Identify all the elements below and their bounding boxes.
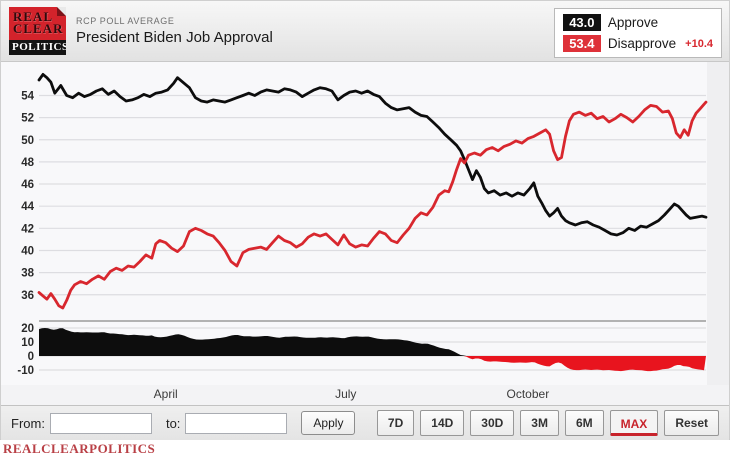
svg-text:36: 36 xyxy=(21,290,34,302)
apply-button[interactable]: Apply xyxy=(301,411,356,435)
from-date-input[interactable] xyxy=(49,412,152,434)
svg-text:46: 46 xyxy=(21,179,34,191)
footer-brand[interactable]: REALCLEARPOLITICS xyxy=(0,440,730,455)
legend-row-disapprove: 53.4 Disapprove +10.4 xyxy=(562,35,713,52)
range-button-14d[interactable]: 14D xyxy=(420,410,465,436)
svg-text:40: 40 xyxy=(21,245,34,257)
svg-text:42: 42 xyxy=(21,223,34,235)
legend-row-approve: 43.0 Approve xyxy=(562,14,713,31)
svg-text:0: 0 xyxy=(28,351,34,363)
svg-text:-10: -10 xyxy=(17,365,34,377)
range-button-7d[interactable]: 7D xyxy=(376,410,415,436)
x-axis-month-labels: April July October xyxy=(1,385,729,405)
header: REAL CLEAR POLITICS RCP POLL AVERAGE Pre… xyxy=(1,1,729,62)
disapprove-label: Disapprove xyxy=(607,36,677,51)
svg-text:48: 48 xyxy=(21,157,34,169)
month-label: October xyxy=(506,387,550,401)
svg-text:52: 52 xyxy=(21,113,34,125)
svg-text:50: 50 xyxy=(21,135,34,147)
page-title: President Biden Job Approval xyxy=(76,29,273,46)
svg-text:54: 54 xyxy=(21,90,34,102)
legend: 43.0 Approve 53.4 Disapprove +10.4 xyxy=(553,8,722,58)
range-button-30d[interactable]: 30D xyxy=(470,410,515,436)
spread-area-chart[interactable]: 20 10 0 -10 xyxy=(1,320,730,385)
kicker: RCP POLL AVERAGE xyxy=(76,16,175,26)
logo-text-politics: POLITICS xyxy=(9,40,66,55)
from-label: From: xyxy=(11,415,45,431)
page-fold-icon xyxy=(57,7,66,16)
month-label: July xyxy=(335,387,357,401)
title-block: RCP POLL AVERAGE President Biden Job App… xyxy=(76,16,273,46)
svg-text:10: 10 xyxy=(21,337,34,349)
month-label: April xyxy=(153,387,178,401)
logo-text-real: REAL xyxy=(13,9,54,24)
range-button-6m[interactable]: 6M xyxy=(564,410,604,436)
range-button-3m[interactable]: 3M xyxy=(520,410,559,436)
approval-line-chart[interactable]: 54 52 50 48 46 44 42 40 38 36 xyxy=(1,62,730,320)
disapprove-value-chip: 53.4 xyxy=(562,35,601,52)
svg-text:44: 44 xyxy=(21,201,34,213)
toolbar: From: to: Apply 7D 14D 30D 3M 6M MAX Res… xyxy=(1,405,729,440)
range-button-max[interactable]: MAX xyxy=(609,410,659,436)
chart-area: 54 52 50 48 46 44 42 40 38 36 20 10 0 -10 April July O… xyxy=(1,62,729,405)
to-label: to: xyxy=(165,415,181,431)
rcp-poll-widget: REAL CLEAR POLITICS RCP POLL AVERAGE Pre… xyxy=(0,0,730,440)
rcp-logo[interactable]: REAL CLEAR POLITICS xyxy=(9,7,66,55)
spread-delta: +10.4 xyxy=(685,37,713,50)
approve-value-chip: 43.0 xyxy=(562,14,601,31)
logo-text-clear: CLEAR xyxy=(13,21,64,36)
reset-button[interactable]: Reset xyxy=(664,410,719,436)
approve-label: Approve xyxy=(607,15,659,30)
svg-text:38: 38 xyxy=(21,268,34,280)
to-date-input[interactable] xyxy=(185,412,288,434)
svg-text:20: 20 xyxy=(21,323,34,335)
range-button-group: 7D 14D 30D 3M 6M MAX Reset xyxy=(376,410,719,436)
